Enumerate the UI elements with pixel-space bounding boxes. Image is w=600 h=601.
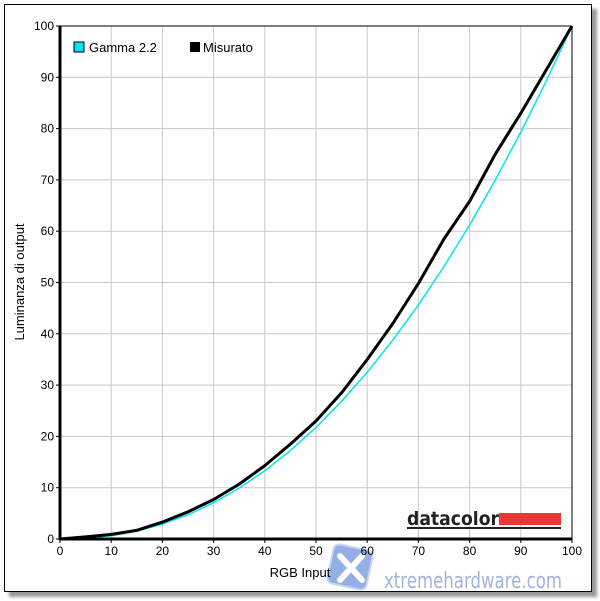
- watermark-x-icon: [337, 553, 365, 583]
- y-tick-label: 30: [41, 378, 55, 392]
- y-tick-label: 80: [41, 122, 55, 136]
- tick-labels: 0 10 20 30 40 50 60 70 80 90 100 0 10 20 30 40 50 60 70 80 9…: [34, 19, 582, 558]
- y-tick-label: 50: [41, 276, 55, 290]
- xtremehardware-watermark: xtremehardware.com: [326, 543, 562, 594]
- x-tick-label: 80: [463, 544, 477, 558]
- x-tick-label: 100: [562, 544, 582, 558]
- y-tick-label: 100: [34, 19, 54, 33]
- x-tick-label: 60: [361, 544, 375, 558]
- y-tick-label: 0: [47, 532, 54, 546]
- y-tick-label: 90: [41, 70, 55, 84]
- datacolor-logo: datacolor: [407, 508, 561, 530]
- legend: Gamma 2.2 Misurato: [73, 40, 253, 55]
- y-tick-label: 10: [41, 481, 55, 495]
- x-tick-label: 0: [57, 544, 64, 558]
- x-tick-label: 90: [514, 544, 528, 558]
- y-axis-label: Luminanza di output: [12, 223, 27, 340]
- legend-swatch-gamma: [73, 41, 85, 53]
- y-tick-label: 70: [41, 173, 55, 187]
- series-lines: [59, 25, 574, 541]
- y-tick-label: 60: [41, 224, 55, 238]
- chart-frame: [4, 4, 592, 592]
- watermark-text: xtremehardware.com: [384, 569, 562, 594]
- x-tick-label: 10: [105, 544, 119, 558]
- legend-label-gamma: Gamma 2.2: [89, 40, 157, 55]
- x-tick-label: 40: [258, 544, 272, 558]
- legend-swatch-misurato: [190, 42, 200, 52]
- x-axis-label: RGB Input: [270, 565, 331, 580]
- x-tick-label: 20: [156, 544, 170, 558]
- x-tick-label: 30: [207, 544, 221, 558]
- x-tick-label: 70: [412, 544, 426, 558]
- y-tick-label: 20: [41, 429, 55, 443]
- datacolor-text: datacolor: [407, 508, 500, 530]
- legend-label-misurato: Misurato: [203, 40, 253, 55]
- x-tick-label: 50: [309, 544, 323, 558]
- grid: [56, 25, 573, 543]
- y-tick-label: 40: [41, 327, 55, 341]
